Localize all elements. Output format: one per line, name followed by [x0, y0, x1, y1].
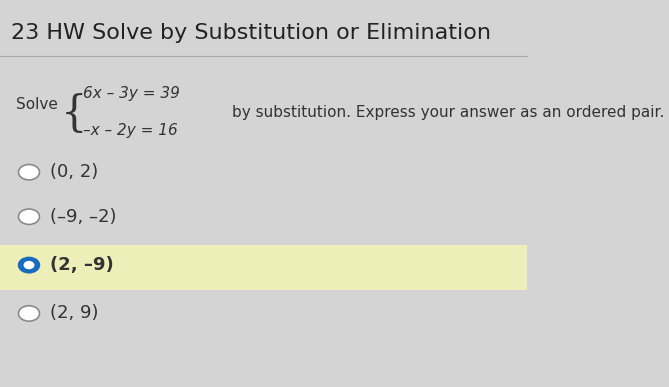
Circle shape — [19, 209, 39, 224]
Circle shape — [19, 257, 39, 273]
Text: Solve: Solve — [16, 97, 58, 112]
Text: (2, 9): (2, 9) — [50, 305, 98, 322]
Text: (0, 2): (0, 2) — [50, 163, 98, 181]
Text: –x – 2y = 16: –x – 2y = 16 — [83, 123, 178, 138]
Circle shape — [24, 262, 33, 269]
Text: (–9, –2): (–9, –2) — [50, 208, 116, 226]
Circle shape — [19, 306, 39, 321]
Circle shape — [19, 164, 39, 180]
Text: (2, –9): (2, –9) — [50, 256, 114, 274]
Text: {: { — [61, 93, 87, 135]
Text: by substitution. Express your answer as an ordered pair.: by substitution. Express your answer as … — [232, 105, 664, 120]
Text: 6x – 3y = 39: 6x – 3y = 39 — [83, 86, 180, 101]
Text: 23 HW Solve by Substitution or Elimination: 23 HW Solve by Substitution or Eliminati… — [11, 23, 490, 43]
FancyBboxPatch shape — [0, 245, 527, 290]
